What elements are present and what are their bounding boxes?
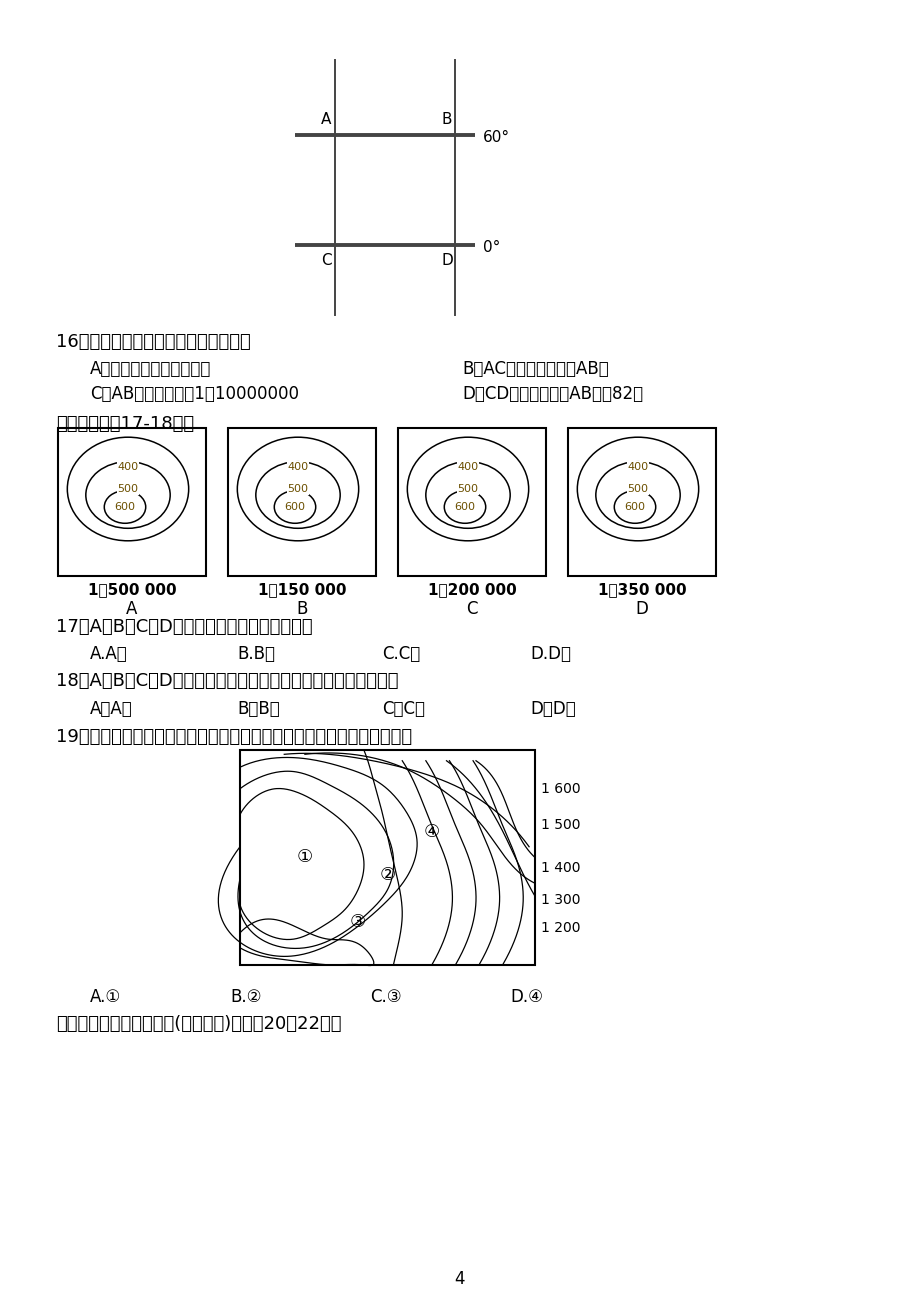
Text: 600: 600 — [624, 503, 645, 512]
Bar — [567, 428, 715, 575]
Text: 1 500: 1 500 — [540, 818, 580, 832]
Bar — [398, 428, 545, 575]
Text: B．AC段的比例尺大于AB段: B．AC段的比例尺大于AB段 — [461, 359, 608, 378]
Text: A.A图: A.A图 — [90, 644, 128, 663]
Text: A: A — [126, 600, 138, 618]
Text: 1 600: 1 600 — [540, 781, 580, 796]
Text: 19、下图为泥石流多发区域，灾后重建居民点，最安全的选址是（　　）: 19、下图为泥石流多发区域，灾后重建居民点，最安全的选址是（ ） — [56, 728, 412, 746]
Text: A、A图: A、A图 — [90, 700, 132, 717]
Text: D.D图: D.D图 — [529, 644, 571, 663]
Text: 1 200: 1 200 — [540, 922, 580, 935]
Text: A: A — [321, 112, 331, 128]
Text: C.C图: C.C图 — [381, 644, 420, 663]
Text: ④: ④ — [424, 823, 439, 841]
Text: A.①: A.① — [90, 988, 121, 1006]
Text: 500: 500 — [627, 484, 648, 493]
Text: D．CD段的比例尺比AB段大82倍: D．CD段的比例尺比AB段大82倍 — [461, 385, 642, 404]
Bar — [240, 750, 535, 965]
Text: 1：350 000: 1：350 000 — [597, 582, 686, 598]
Text: D、D图: D、D图 — [529, 700, 575, 717]
Text: 400: 400 — [287, 462, 308, 473]
Text: 18、A、B、C、D四幅图中，表示实地范围最大，内容最简略的是: 18、A、B、C、D四幅图中，表示实地范围最大，内容最简略的是 — [56, 672, 398, 690]
Text: 1：200 000: 1：200 000 — [427, 582, 516, 598]
Text: B.②: B.② — [230, 988, 261, 1006]
Text: B、B图: B、B图 — [237, 700, 279, 717]
Text: C．AB段的比例尺为1：10000000: C．AB段的比例尺为1：10000000 — [90, 385, 299, 404]
Text: D: D — [440, 253, 452, 268]
Text: 17、A、B、C、D四幅图中，坡度最陀的一幅是: 17、A、B、C、D四幅图中，坡度最陀的一幅是 — [56, 618, 312, 635]
Text: C: C — [321, 253, 331, 268]
Text: C.③: C.③ — [369, 988, 402, 1006]
Text: 600: 600 — [284, 503, 305, 512]
Text: C、C图: C、C图 — [381, 700, 425, 717]
Text: D.④: D.④ — [509, 988, 542, 1006]
Text: B: B — [441, 112, 452, 128]
Bar — [58, 428, 206, 575]
Text: 400: 400 — [118, 462, 139, 473]
Text: 16、有关该图比例尺的叙述，正确的是: 16、有关该图比例尺的叙述，正确的是 — [56, 333, 251, 352]
Text: 读下图，完成17-18题：: 读下图，完成17-18题： — [56, 415, 194, 434]
Text: 读下图某地等高线示意图(单位：米)，回筂20～22题。: 读下图某地等高线示意图(单位：米)，回筂20～22题。 — [56, 1016, 341, 1032]
Text: 400: 400 — [457, 462, 478, 473]
Text: ①: ① — [297, 849, 312, 867]
Text: 500: 500 — [118, 484, 139, 493]
Text: 1 300: 1 300 — [540, 893, 580, 907]
Text: D: D — [635, 600, 648, 618]
Bar — [228, 428, 376, 575]
Text: B: B — [296, 600, 307, 618]
Text: 1：500 000: 1：500 000 — [87, 582, 176, 598]
Text: 600: 600 — [114, 503, 135, 512]
Text: 60°: 60° — [482, 130, 509, 146]
Text: 1：150 000: 1：150 000 — [257, 582, 346, 598]
Text: 600: 600 — [454, 503, 475, 512]
Text: C: C — [466, 600, 477, 618]
Text: 4: 4 — [454, 1269, 465, 1288]
Text: 400: 400 — [627, 462, 648, 473]
Text: 500: 500 — [287, 484, 308, 493]
Text: ②: ② — [379, 866, 395, 884]
Text: 1 400: 1 400 — [540, 861, 580, 875]
Text: 500: 500 — [457, 484, 478, 493]
Text: A．图上比例尺到处都一样: A．图上比例尺到处都一样 — [90, 359, 211, 378]
Text: B.B图: B.B图 — [237, 644, 275, 663]
Text: ③: ③ — [349, 913, 366, 931]
Text: 0°: 0° — [482, 241, 500, 255]
